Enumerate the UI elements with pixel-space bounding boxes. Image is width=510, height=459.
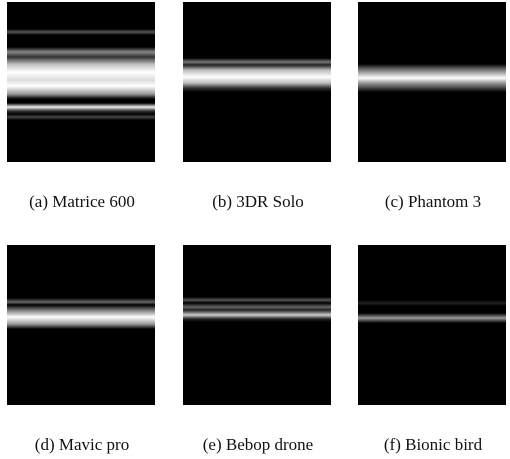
spectrogram-image <box>358 245 506 405</box>
panel: (a) Matrice 600 <box>7 2 157 162</box>
caption: (a) Matrice 600 <box>0 192 177 212</box>
panel: (d) Mavic pro <box>7 245 157 405</box>
panel: (b) 3DR Solo <box>183 2 333 162</box>
caption: (f) Bionic bird <box>338 435 510 455</box>
spectrogram-image <box>7 245 155 405</box>
spectrogram-image <box>358 2 506 162</box>
caption: (e) Bebop drone <box>163 435 353 455</box>
caption: (b) 3DR Solo <box>163 192 353 212</box>
caption: (d) Mavic pro <box>0 435 177 455</box>
panel: (c) Phantom 3 <box>358 2 508 162</box>
spectrogram-image <box>183 245 331 405</box>
panel: (e) Bebop drone <box>183 245 333 405</box>
panel: (f) Bionic bird <box>358 245 508 405</box>
spectrogram-image <box>183 2 331 162</box>
spectrogram-image <box>7 2 155 162</box>
caption: (c) Phantom 3 <box>338 192 510 212</box>
figure: {"panels": [ {"caption": "(a) Matrice 60… <box>0 0 510 459</box>
